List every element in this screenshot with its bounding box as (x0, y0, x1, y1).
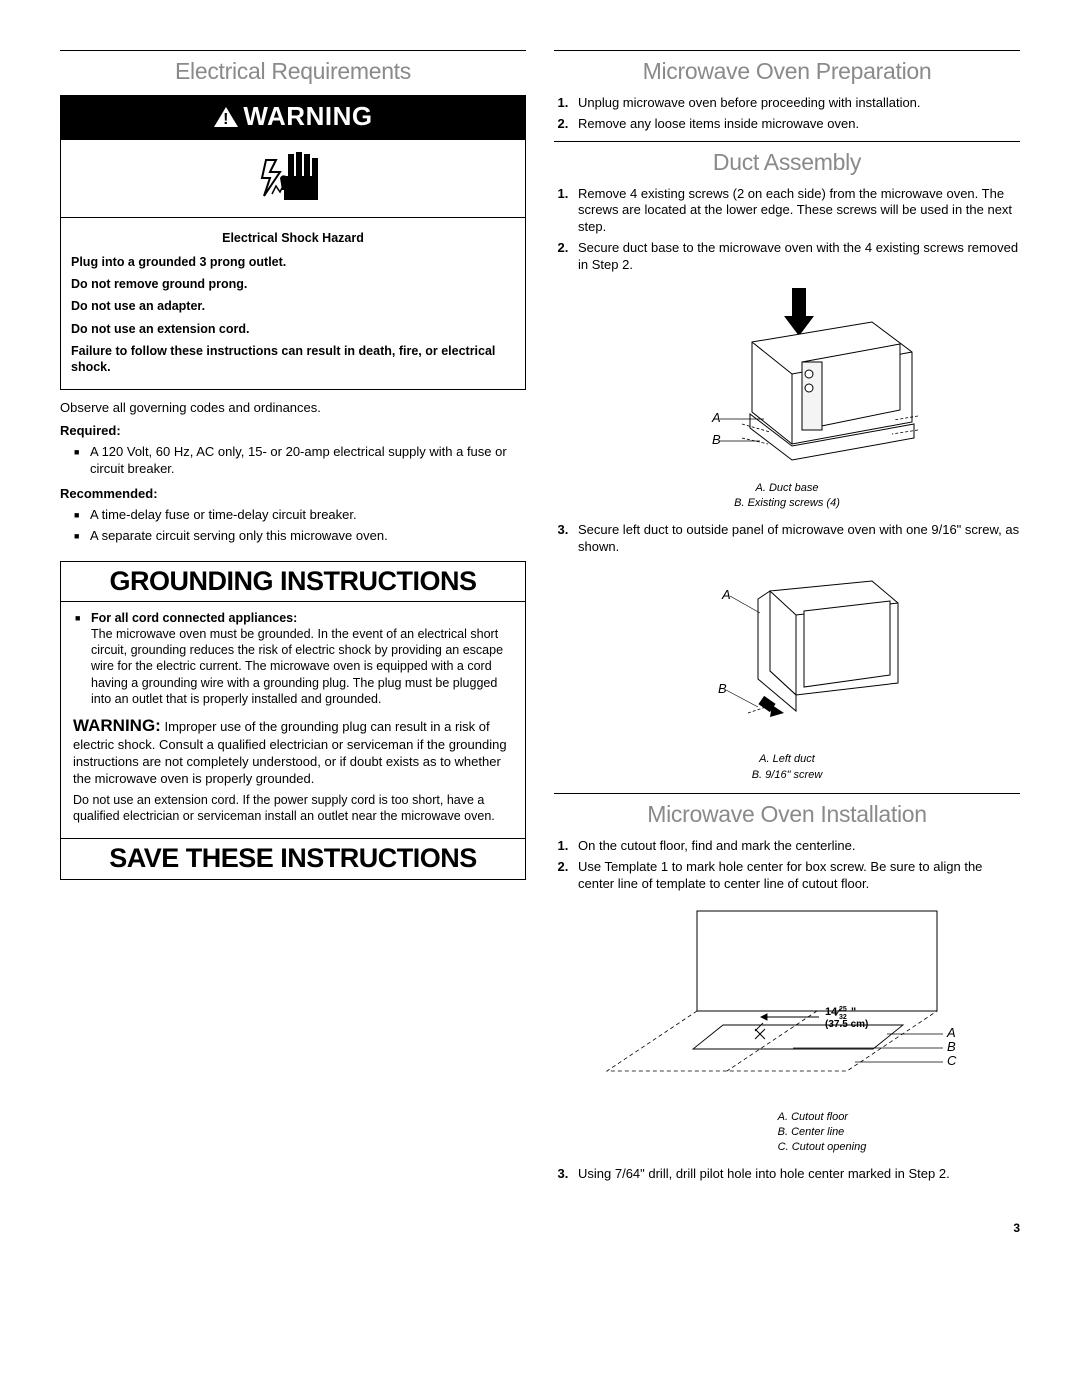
fig2-caption: A. Left duct B. 9/16" screw (554, 752, 1020, 783)
warning-header: ! WARNING (61, 96, 525, 140)
grounding-p1: The microwave oven must be grounded. In … (91, 627, 503, 706)
hazard-line: Do not use an extension cord. (71, 321, 515, 337)
list-item: Unplug microwave oven before proceeding … (572, 95, 1020, 112)
grounding-lead-list: For all cord connected appliances: The m… (73, 610, 513, 708)
page-content: Electrical Requirements ! WARNING (60, 50, 1020, 1191)
list-item: Remove 4 existing screws (2 on each side… (572, 186, 1020, 237)
duct-step-3: Secure left duct to outside panel of mic… (554, 522, 1020, 556)
fig3-caption: A. Cutout floor B. Center line C. Cutout… (554, 1110, 1020, 1156)
install-heading: Microwave Oven Installation (554, 793, 1020, 830)
required-list: A 120 Volt, 60 Hz, AC only, 15- or 20-am… (60, 444, 526, 478)
required-label: Required: (60, 423, 526, 440)
warning-triangle-icon: ! (213, 106, 239, 128)
list-item: Using 7/64" drill, drill pilot hole into… (572, 1166, 1020, 1183)
shock-icon-area (61, 140, 525, 218)
svg-text:B: B (718, 681, 727, 696)
duct-steps-1-2: Remove 4 existing screws (2 on each side… (554, 186, 1020, 274)
warning-body: Electrical Shock Hazard Plug into a grou… (61, 218, 525, 390)
install-steps-1-2: On the cutout floor, find and mark the c… (554, 838, 1020, 893)
list-item: Secure left duct to outside panel of mic… (572, 522, 1020, 556)
list-item: Use Template 1 to mark hole center for b… (572, 859, 1020, 893)
recommended-list: A time-delay fuse or time-delay circuit … (60, 507, 526, 545)
recommended-label: Recommended: (60, 486, 526, 503)
svg-text:A: A (946, 1025, 956, 1040)
observe-text: Observe all governing codes and ordinanc… (60, 400, 526, 417)
fig1-label-b: B (712, 432, 721, 447)
fig3-caption-b: B. Center line (778, 1126, 845, 1138)
page-number: 3 (60, 1221, 1020, 1237)
grounding-lead-item: For all cord connected appliances: The m… (75, 610, 513, 708)
hazard-line: Do not remove ground prong. (71, 276, 515, 292)
hazard-line: Failure to follow these instructions can… (71, 343, 515, 376)
fig2-caption-b: B. 9/16" screw (752, 769, 823, 781)
list-item: On the cutout floor, find and mark the c… (572, 838, 1020, 855)
fig3-caption-c: C. Cutout opening (778, 1141, 867, 1153)
grounding-warning-para: WARNING: Improper use of the grounding p… (73, 715, 513, 788)
svg-text:(37.5 cm): (37.5 cm) (825, 1019, 868, 1030)
list-item: A time-delay fuse or time-delay circuit … (74, 507, 526, 524)
cutout-floor-icon: 14 25 32 ⁄ " (37.5 cm) A B C (587, 901, 987, 1101)
left-column: Electrical Requirements ! WARNING (60, 50, 526, 1191)
fig1-caption-a: A. Duct base (756, 482, 819, 494)
list-item: Secure duct base to the microwave oven w… (572, 240, 1020, 274)
hazard-title: Electrical Shock Hazard (71, 230, 515, 246)
svg-text:C: C (947, 1053, 957, 1068)
svg-text:!: ! (223, 111, 229, 128)
list-item: Remove any loose items inside microwave … (572, 116, 1020, 133)
grounding-title: GROUNDING INSTRUCTIONS (61, 562, 525, 602)
microwave-duct-base-icon: A B (642, 282, 932, 472)
hazard-line: Plug into a grounded 3 prong outlet. (71, 254, 515, 270)
fig1-caption-b: B. Existing screws (4) (734, 497, 840, 509)
grounding-warn-label: WARNING: (73, 716, 161, 735)
list-item: A 120 Volt, 60 Hz, AC only, 15- or 20-am… (74, 444, 526, 478)
svg-text:A: A (721, 587, 731, 602)
install-step-3: Using 7/64" drill, drill pilot hole into… (554, 1166, 1020, 1183)
right-column: Microwave Oven Preparation Unplug microw… (554, 50, 1020, 1191)
figure-cutout: 14 25 32 ⁄ " (37.5 cm) A B C (554, 901, 1020, 1106)
fig2-caption-a: A. Left duct (759, 753, 815, 765)
list-item: A separate circuit serving only this mic… (74, 528, 526, 545)
grounding-body: For all cord connected appliances: The m… (61, 602, 525, 839)
svg-text:B: B (947, 1039, 956, 1054)
electrical-shock-icon (258, 146, 328, 208)
grounding-box: GROUNDING INSTRUCTIONS For all cord conn… (60, 561, 526, 880)
warning-box: ! WARNING (60, 95, 526, 390)
svg-text:25: 25 (839, 1006, 847, 1013)
hazard-line: Do not use an adapter. (71, 298, 515, 314)
prep-heading: Microwave Oven Preparation (554, 50, 1020, 87)
grounding-p3: Do not use an extension cord. If the pow… (73, 792, 513, 825)
save-instructions-title: SAVE THESE INSTRUCTIONS (61, 838, 525, 878)
svg-text:": " (851, 1006, 856, 1018)
grounding-lead: For all cord connected appliances: (91, 611, 297, 625)
warning-label: WARNING (243, 101, 372, 131)
fig1-label-a: A (711, 410, 721, 425)
fig3-caption-a: A. Cutout floor (778, 1111, 848, 1123)
electrical-requirements-heading: Electrical Requirements (60, 50, 526, 87)
figure-left-duct: A B (554, 563, 1020, 748)
microwave-left-duct-icon: A B (662, 563, 912, 743)
figure-duct-base: A B (554, 282, 1020, 477)
fig1-caption: A. Duct base B. Existing screws (4) (554, 481, 1020, 512)
prep-steps: Unplug microwave oven before proceeding … (554, 95, 1020, 133)
duct-heading: Duct Assembly (554, 141, 1020, 178)
